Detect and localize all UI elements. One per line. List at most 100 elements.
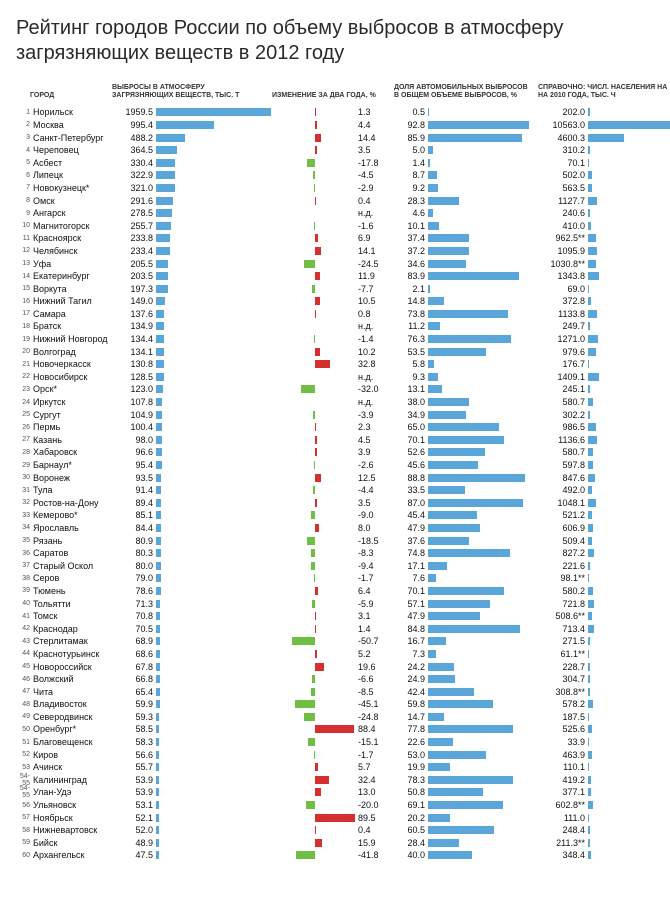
share-bar [428, 108, 429, 116]
city-cell: Нижний Тагил [33, 296, 115, 306]
table-row: 15Воркута197.3-7.72.169.0 [16, 282, 654, 295]
share-bar [428, 159, 430, 167]
change-bar [315, 826, 316, 834]
city-cell: Архангельск [33, 850, 115, 860]
share-value: 17.1 [397, 561, 428, 571]
emissions-cell: 149.0 [115, 296, 271, 306]
population-value: 228.7 [541, 662, 588, 672]
change-bar [315, 612, 316, 620]
emissions-cell: 995.4 [115, 120, 271, 130]
table-row: 38Серов79.0-1.77.698.1** [16, 572, 654, 585]
rank-cell: 2 [16, 121, 33, 128]
population-cell: 1127.7 [537, 196, 670, 206]
change-cell: н.д. [271, 208, 393, 218]
share-value: 5.0 [397, 145, 428, 155]
emissions-cell: 79.0 [115, 573, 271, 583]
change-cell: -3.9 [271, 410, 393, 420]
city-cell: Орск* [33, 384, 115, 394]
emissions-bar [156, 663, 160, 671]
population-bar [588, 851, 591, 859]
city-cell: Санкт-Петербург [33, 133, 115, 143]
change-cell: -1.6 [271, 221, 393, 231]
emissions-cell: 134.9 [115, 321, 271, 331]
change-value: 0.4 [355, 196, 393, 206]
share-bar [428, 725, 513, 733]
emissions-bar [156, 511, 161, 519]
emissions-bar [156, 851, 159, 859]
population-cell: 410.0 [537, 221, 670, 231]
population-cell: 221.6 [537, 561, 670, 571]
table-row: 42Краснодар70.51.484.8713.4 [16, 622, 654, 635]
population-bar [588, 159, 589, 167]
share-bar [428, 360, 434, 368]
emissions-bar [156, 373, 164, 381]
population-cell: 271.5 [537, 636, 670, 646]
emissions-bar [156, 398, 162, 406]
emissions-value: 128.5 [115, 372, 156, 382]
change-bar [296, 851, 315, 859]
emissions-bar [156, 524, 161, 532]
header-emissions: ВЫБРОСЫ В АТМОСФЕРУ ЗАГРЯЗНЯЮЩИХ ВЕЩЕСТВ… [112, 84, 268, 100]
share-value: 88.8 [397, 473, 428, 483]
city-cell: Северодвинск [33, 712, 115, 722]
rank-cell: 46 [16, 676, 33, 683]
rank-cell: 33 [16, 512, 33, 519]
population-value: 580.7 [541, 397, 588, 407]
population-cell: 492.0 [537, 485, 670, 495]
change-value: -7.7 [355, 284, 393, 294]
population-bar [588, 562, 590, 570]
population-cell: 228.7 [537, 662, 670, 672]
table-row: 28Хабаровск96.63.952.6580.7 [16, 446, 654, 459]
table-row: 41Томск70.83.147.9508.6** [16, 610, 654, 623]
population-bar [588, 700, 593, 708]
share-value: 73.8 [397, 309, 428, 319]
change-value: -32.0 [355, 384, 393, 394]
population-cell: 713.4 [537, 624, 670, 634]
city-cell: Казань [33, 435, 115, 445]
share-cell: 7.6 [393, 573, 537, 583]
population-bar [588, 474, 595, 482]
table-row: 48Владивосток59.9-45.159.8578.2 [16, 698, 654, 711]
population-bar [588, 461, 593, 469]
share-value: 37.4 [397, 233, 428, 243]
emissions-bar [156, 134, 185, 142]
population-value: 1048.1 [541, 498, 588, 508]
change-cell: -4.5 [271, 170, 393, 180]
table-row: 54-55Калининград53.932.478.3419.2 [16, 774, 654, 787]
table-row: 54-55Улан-Удэ53.913.050.8377.1 [16, 786, 654, 799]
emissions-cell: 130.8 [115, 359, 271, 369]
population-bar [588, 134, 624, 142]
population-bar [588, 826, 590, 834]
city-cell: Оренбург* [33, 724, 115, 734]
population-cell: 245.1 [537, 384, 670, 394]
population-value: 721.8 [541, 599, 588, 609]
emissions-value: 137.6 [115, 309, 156, 319]
rank-cell: 58 [16, 827, 33, 834]
population-cell: 463.9 [537, 750, 670, 760]
emissions-cell: 80.3 [115, 548, 271, 558]
share-value: 22.6 [397, 737, 428, 747]
emissions-value: 59.9 [115, 699, 156, 709]
emissions-bar [156, 826, 159, 834]
change-bar [315, 587, 318, 595]
share-bar [428, 222, 439, 230]
table-row: 39Тюмень78.66.470.1580.2 [16, 585, 654, 598]
share-value: 13.1 [397, 384, 428, 394]
population-cell: 377.1 [537, 787, 670, 797]
emissions-value: 52.0 [115, 825, 156, 835]
population-cell: 508.6** [537, 611, 670, 621]
share-value: 37.6 [397, 536, 428, 546]
emissions-value: 59.3 [115, 712, 156, 722]
share-cell: 92.8 [393, 120, 537, 130]
table-row: 16Нижний Тагил149.010.514.8372.8 [16, 295, 654, 308]
population-value: 61.1** [541, 649, 588, 659]
city-cell: Чита [33, 687, 115, 697]
population-value: 245.1 [541, 384, 588, 394]
change-cell: 15.9 [271, 838, 393, 848]
rank-cell: 12 [16, 247, 33, 254]
share-value: 40.0 [397, 850, 428, 860]
population-value: 202.0 [541, 107, 588, 117]
population-value: 419.2 [541, 775, 588, 785]
emissions-cell: 100.4 [115, 422, 271, 432]
table-row: 25Сургут104.9-3.934.9302.2 [16, 408, 654, 421]
